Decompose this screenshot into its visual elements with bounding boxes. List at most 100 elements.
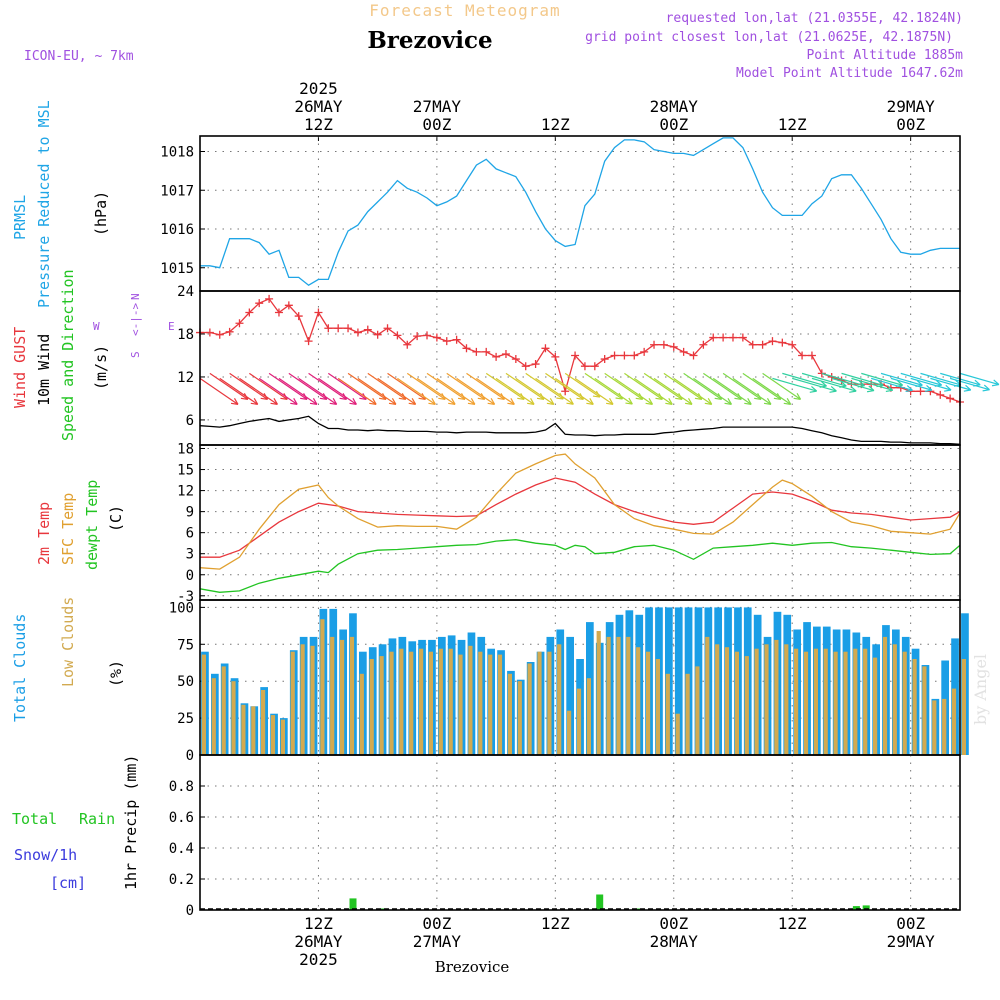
pressure-ytick-label: 1015 [160,261,194,277]
precip-panel-labels: Total Rain Snow/1h [cm] 1hr Precip (mm) [12,755,140,892]
gust-marker [600,355,609,364]
low-cloud-bar [389,651,394,755]
wind-vector [900,372,942,386]
wind-vector [367,372,407,400]
top-time-label: 26MAY [294,97,343,116]
wind-ytick-label: 6 [186,413,194,429]
wind-series-1 [199,415,961,445]
wind-vector-head [448,397,456,405]
wind-vector [861,372,903,386]
sfc-temp-label: SFC Temp [59,493,77,565]
low-cloud-bar [744,656,749,755]
wind-vector [406,372,446,400]
gust-marker [807,351,816,360]
low-cloud-bar [458,654,463,755]
wind-vector [229,372,268,400]
gust-marker [274,308,283,317]
top-time-label: 12Z [304,115,333,134]
wind-vector-head [944,384,952,392]
wind-vector [278,377,318,405]
wind-vector-head [783,397,792,405]
dewpt-temp-label: dewpt Temp [83,480,101,570]
wind-vector-head [645,397,654,405]
wind-vector [525,372,564,400]
gust-marker [383,324,392,333]
gust-marker [936,390,945,399]
temperature-panel: -3 0 3 6 9 12 15 18 [177,442,961,605]
wind-vector [308,372,347,400]
compass-s: S [129,351,142,358]
total-label: Total [12,810,57,828]
gust-marker [432,333,441,342]
wind-vector [633,377,673,405]
wind-vector [426,372,466,400]
gust-marker [373,330,382,339]
rain-bar [852,906,860,910]
gust-marker [531,360,540,369]
wind-vector [742,372,782,400]
low-cloud-bar [231,681,236,755]
gust-marker [561,387,570,396]
wind-vector [298,377,338,405]
gust-marker [511,355,520,364]
top-time-label: 12Z [541,115,570,134]
wind-vector-head [625,397,633,405]
low-cloud-bar [507,673,512,755]
wind-vector [949,377,990,391]
low-cloud-bar [201,654,206,755]
wind-vector-head [982,384,990,392]
low-cloud-bar [655,659,660,755]
low-cloud-bar [784,644,789,755]
low-cloud-bar [892,644,897,755]
gust-marker [699,340,708,349]
gust-marker [501,350,510,359]
low-cloud-bar [853,648,858,755]
low-cloud-bar [882,636,888,755]
low-cloud-bar [261,690,266,755]
wind-vector-head [963,384,972,392]
wind-vector [249,372,288,400]
wind-vector-head [606,397,614,405]
wind-vector [772,377,817,392]
gust-marker [580,362,589,371]
wind-vector-head [793,392,802,400]
low-cloud-bar [951,688,957,755]
gust-marker [324,324,333,333]
low-cloud-bar [399,648,404,755]
wind-vector [712,377,752,405]
low-cloud-bar [211,678,216,755]
precip-ytick-label: 0.2 [169,872,194,888]
total-cloud-bar [566,636,574,755]
pressure-ytick-label: 1018 [160,145,194,161]
rain-label: Rain [79,810,115,828]
low-cloud-bar [349,636,355,755]
wind-vector [663,372,703,400]
low-cloud-bar [685,673,690,755]
wind-vector-head [991,379,1000,387]
temperature-ytick-label: 15 [177,463,194,479]
wind-vector [624,372,663,400]
temperature-ytick-label: -3 [177,589,194,605]
gust-marker [482,347,491,356]
gust-marker [679,347,688,356]
wind-vector [564,372,601,398]
wind-vector [199,377,239,405]
precip-ytick-label: 0.8 [169,779,194,795]
top-time-label: 00Z [896,115,925,134]
gust-marker [798,351,807,360]
low-cloud-bar [320,619,325,755]
low-cloud-bar [833,651,838,755]
point-altitude: Point Altitude 1885m [806,48,963,63]
low-cloud-bar [478,651,483,755]
gust-marker [669,342,678,351]
wind-vector-head [763,397,772,405]
wind-vector-head [428,397,436,405]
low-cloud-bar [517,681,522,755]
low-cloud-bar [576,688,582,755]
low-cloud-bar [695,666,700,755]
low-clouds-label: Low Clouds [59,597,77,687]
low-cloud-bar [843,651,848,755]
low-cloud-bar [468,645,473,755]
